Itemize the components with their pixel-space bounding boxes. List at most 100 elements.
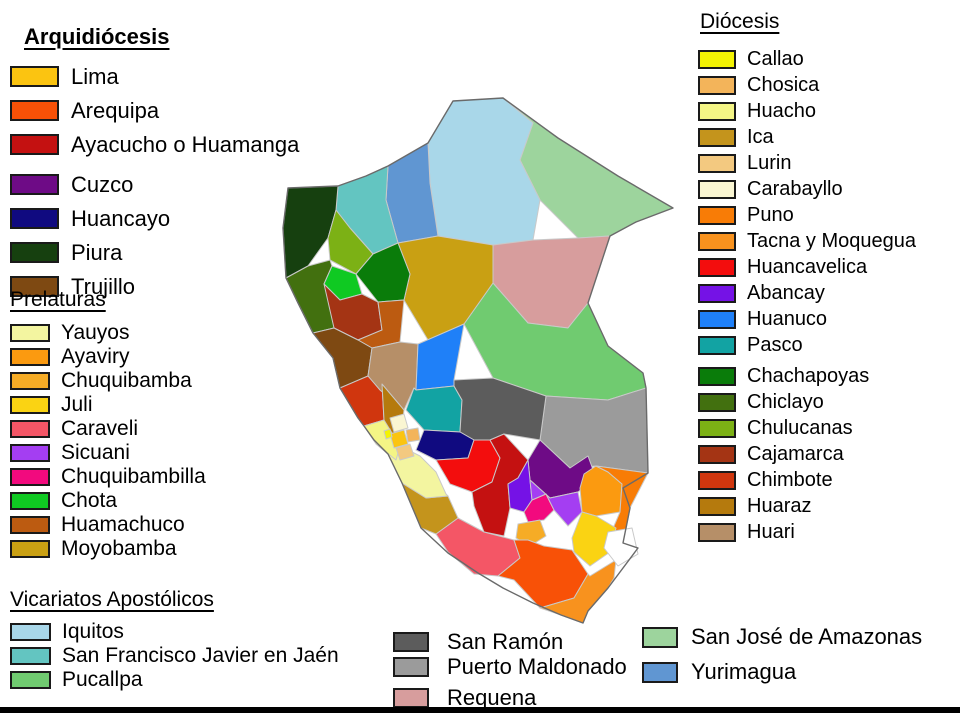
legend-section-prelaturas: Prelaturas Yauyos Ayaviry Chuquibamba Ju… — [10, 288, 206, 561]
legend-section-bottom-right: San José de Amazonas Yurimagua — [642, 624, 922, 695]
trujillo-swatch — [10, 276, 59, 297]
chota-label: Chota — [61, 489, 118, 512]
prelaturas-title: Prelaturas — [10, 288, 106, 311]
legend-row: Chiclayo — [698, 389, 916, 415]
legend-row: Huancayo — [10, 206, 299, 231]
huancavelica-label: Huancavelica — [747, 255, 868, 278]
legend-row: Huancavelica — [698, 254, 916, 280]
legend-row: Ayaviry — [10, 345, 206, 369]
chachapoyas-label: Chachapoyas — [747, 364, 870, 387]
region-lurin — [395, 443, 415, 461]
sicuani-label: Sicuani — [61, 441, 130, 464]
vicariatos-title: Vicariatos Apostólicos — [10, 588, 214, 611]
huari-swatch — [698, 522, 736, 542]
legend-row: Moyobamba — [10, 537, 206, 561]
callao-label: Callao — [747, 47, 804, 70]
vicariatos-list: Iquitos San Francisco Javier en Jaén Puc… — [10, 620, 339, 692]
bottom-border-bar — [0, 707, 960, 713]
bottom-right-list: San José de Amazonas Yurimagua — [642, 624, 922, 684]
chimbote-swatch — [698, 470, 736, 490]
legend-row: Huaraz — [698, 493, 916, 519]
legend-row: San José de Amazonas — [642, 624, 922, 649]
yurimagua-swatch — [642, 661, 678, 683]
legend-row: Chimbote — [698, 467, 916, 493]
legend-row: Callao — [698, 46, 916, 72]
huancayo-label: Huancayo — [71, 205, 171, 231]
carabayllo-label: Carabayllo — [747, 177, 843, 200]
yurimagua-label: Yurimagua — [691, 659, 797, 684]
legend-row: Huacho — [698, 98, 916, 124]
ayaviri-swatch — [10, 348, 50, 366]
ayacucho-label: Ayacucho o Huamanga — [71, 131, 300, 157]
iquitos-label: Iquitos — [62, 620, 124, 643]
tacna-label: Tacna y Moquegua — [747, 229, 917, 252]
legend-row: Cuzco — [10, 172, 299, 197]
prelaturas-list: Yauyos Ayaviry Chuquibamba Juli Caraveli — [10, 321, 206, 561]
caraveli-label: Caraveli — [61, 417, 139, 440]
huancavelica-swatch — [698, 257, 736, 277]
moyobamba-label: Moyobamba — [61, 537, 177, 560]
region-lima — [389, 429, 409, 449]
huancayo-swatch — [10, 208, 59, 229]
legend-row: Arequipa — [10, 98, 299, 123]
requena-swatch — [393, 688, 429, 708]
diocesis-title: Diócesis — [700, 10, 780, 33]
legend-section-diocesis: Diócesis Callao Chosica Huacho Ica — [698, 10, 916, 545]
legend-row: Sicuani — [10, 441, 206, 465]
chimbote-label: Chimbote — [747, 468, 833, 491]
legend-row: Cajamarca — [698, 441, 916, 467]
huaraz-label: Huaraz — [747, 494, 812, 517]
pasco-swatch — [698, 335, 736, 355]
chiclayo-swatch — [698, 392, 736, 412]
legend-row: Piura — [10, 240, 299, 265]
chuquibambilla-label: Chuquibambilla — [61, 465, 206, 488]
diocesis-list: Callao Chosica Huacho Ica Lurin — [698, 46, 916, 545]
cuzco-label: Cuzco — [71, 171, 134, 197]
legend-row: Caraveli — [10, 417, 206, 441]
piura-swatch — [10, 242, 59, 263]
huanuco-label: Huanuco — [747, 307, 828, 330]
ayacucho-swatch — [10, 134, 59, 155]
legend-row: Huamachuco — [10, 513, 206, 537]
legend-row: Puerto Maldonado — [393, 654, 627, 679]
legend-row: Trujillo — [10, 274, 299, 299]
pucallpa-swatch — [10, 671, 51, 689]
region-chosica — [405, 427, 421, 443]
legend-row: Chuquibamba — [10, 369, 206, 393]
abancay-swatch — [698, 283, 736, 303]
sanfrancisco-label: San Francisco Javier en Jaén — [62, 644, 339, 667]
legend-row: Tacna y Moquegua — [698, 228, 916, 254]
yauyos-label: Yauyos — [61, 321, 130, 344]
chiclayo-label: Chiclayo — [747, 390, 824, 413]
legend-row: Chuquibambilla — [10, 465, 206, 489]
legend-row: San Francisco Javier en Jaén — [10, 644, 339, 668]
pucallpa-label: Pucallpa — [62, 668, 143, 691]
sanramon-swatch — [393, 632, 429, 652]
peru-map — [282, 97, 674, 624]
legend-row: Lima — [10, 64, 299, 89]
iquitos-swatch — [10, 623, 51, 641]
cuzco-swatch — [10, 174, 59, 195]
ayaviri-label: Ayaviry — [61, 345, 130, 368]
caraveli-swatch — [10, 420, 50, 438]
legend-row: Puno — [698, 202, 916, 228]
sanramon-label: San Ramón — [447, 629, 564, 654]
puertomaldonado-swatch — [393, 657, 429, 677]
pasco-label: Pasco — [747, 333, 803, 356]
huamachuco-label: Huamachuco — [61, 513, 185, 536]
huacho-label: Huacho — [747, 99, 816, 122]
legend-row: Chota — [10, 489, 206, 513]
arequipa-swatch — [10, 100, 59, 121]
chachapoyas-swatch — [698, 366, 736, 386]
piura-label: Piura — [71, 239, 123, 265]
chota-swatch — [10, 492, 50, 510]
cajamarca-swatch — [698, 444, 736, 464]
region-iquitos — [427, 97, 541, 246]
bottom-left-list: San Ramón Puerto Maldonado Requena — [393, 629, 627, 710]
tacna-swatch — [698, 231, 736, 251]
legend-row: Chosica — [698, 72, 916, 98]
legend-row: Ayacucho o Huamanga — [10, 132, 299, 157]
sicuani-swatch — [10, 444, 50, 462]
chuquibamba-swatch — [10, 372, 50, 390]
chulucanas-label: Chulucanas — [747, 416, 853, 439]
